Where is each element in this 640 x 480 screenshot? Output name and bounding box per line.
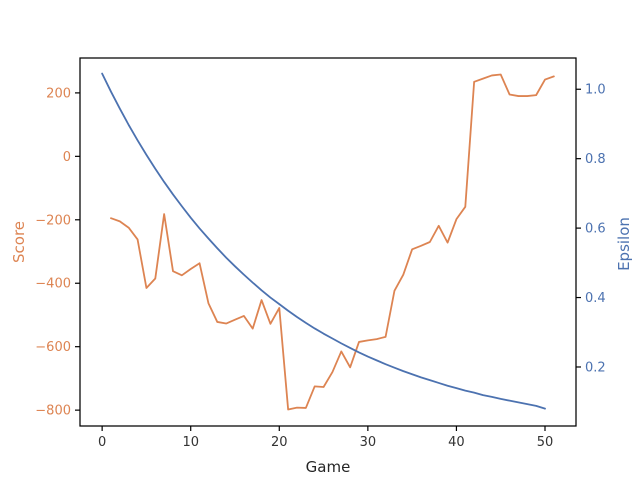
series-layer <box>101 72 555 411</box>
x-tick-label: 50 <box>537 435 554 450</box>
plot-background <box>80 58 576 426</box>
left-y-tick-label: 0 <box>63 150 71 165</box>
left-y-tick-label: −800 <box>35 404 71 419</box>
left-y-axis-label: Score <box>10 221 28 263</box>
left-y-tick-label: −400 <box>35 277 71 292</box>
right-y-tick-label: 0.4 <box>585 291 606 306</box>
left-y-tick-label: 200 <box>46 86 71 101</box>
right-y-tick-label: 0.6 <box>585 222 606 237</box>
right-y-axis-label: Epsilon <box>615 217 633 271</box>
x-axis-ticks: 0 10 20 30 40 50 <box>98 426 553 450</box>
x-tick-label: 30 <box>360 435 377 450</box>
left-y-tick-label: −200 <box>35 213 71 228</box>
x-tick-label: 10 <box>182 435 199 450</box>
right-y-axis-ticks: 1.0 0.8 0.6 0.4 0.2 <box>576 83 606 375</box>
right-y-tick-label: 0.8 <box>585 152 606 167</box>
left-y-axis-ticks: 200 0 −200 −400 −600 −800 <box>35 86 80 419</box>
x-tick-label: 40 <box>448 435 465 450</box>
x-axis-label: Game <box>306 458 351 476</box>
left-y-tick-label: −600 <box>35 340 71 355</box>
right-y-tick-label: 0.2 <box>585 360 606 375</box>
x-tick-label: 0 <box>98 435 106 450</box>
right-y-tick-label: 1.0 <box>585 83 606 98</box>
epsilon-line <box>101 72 546 410</box>
score-line <box>110 73 555 411</box>
x-tick-label: 20 <box>271 435 288 450</box>
plot-frame <box>79 57 577 427</box>
